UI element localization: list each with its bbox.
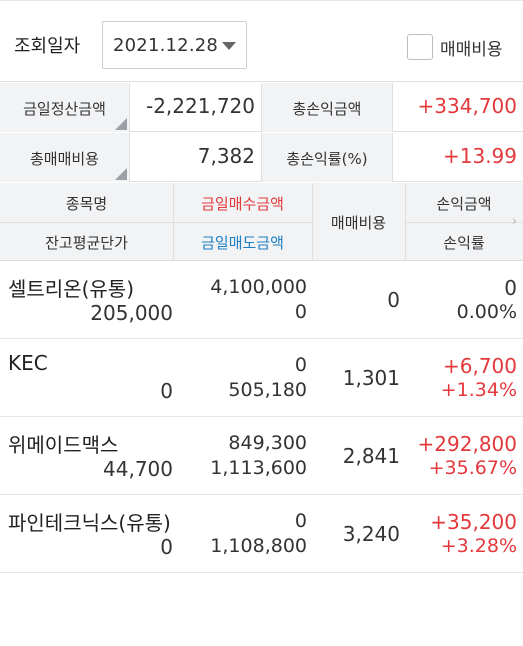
pl-amount: +35,200 [430, 510, 517, 534]
buy-amount: 4,100,000 [210, 276, 307, 298]
buy-amount: 0 [294, 510, 307, 532]
sell-amount: 1,113,600 [210, 457, 307, 479]
corner-triangle-icon [115, 168, 127, 180]
fee-value: 1,301 [342, 366, 400, 390]
header-today-buy[interactable]: 금일매수금액 [201, 195, 284, 213]
sell-amount: 1,108,800 [210, 535, 307, 557]
total-fee-header[interactable]: 총매매비용 [0, 133, 130, 182]
table-row[interactable]: KEC 0 0 505,180 1,301 +6,700 +1.34% [0, 339, 523, 417]
total-pl-rate-value: +13.99 [442, 144, 517, 168]
table-header: 종목명 금일매수금액 매매비용 손익금액 잔고평균단가 금일매도금액 손익률 › [0, 183, 523, 261]
avg-price: 0 [160, 535, 173, 559]
header-fee[interactable]: 매매비용 [330, 214, 387, 232]
header-stock-name[interactable]: 종목명 [65, 195, 108, 213]
header-pl-amount[interactable]: 손익금액 [436, 195, 492, 213]
fee-value: 0 [387, 288, 400, 312]
fee-value: 3,240 [342, 522, 400, 546]
filter-bar: 조회일자 2021.12.28 매매비용 [0, 4, 523, 82]
pl-rate: +1.34% [440, 379, 517, 401]
divider [0, 222, 312, 223]
stock-name: 파인테크닉스(유통) [8, 511, 171, 535]
header-pl-rate[interactable]: 손익률 [443, 234, 485, 252]
pl-rate: +35.67% [428, 457, 517, 479]
corner-triangle-icon [115, 118, 127, 130]
header-today-sell[interactable]: 금일매도금액 [201, 234, 284, 252]
summary-row-2: 총매매비용 7,382 총손익률(%) +13.99 [0, 133, 523, 182]
stock-name: KEC [8, 351, 48, 375]
total-pl-rate-label: 총손익률(%) [286, 150, 368, 168]
fee-value: 2,841 [342, 444, 400, 468]
pl-rate: +3.28% [440, 535, 517, 557]
pl-rate: 0.00% [456, 301, 517, 323]
pl-amount: +6,700 [442, 354, 517, 378]
total-pl-rate-cell: +13.99 [393, 133, 523, 182]
total-pl-value: +334,700 [417, 94, 517, 118]
chevron-right-icon[interactable]: › [511, 214, 517, 229]
stock-name: 셀트리온(유통) [8, 277, 135, 301]
avg-price: 44,700 [103, 457, 173, 481]
table-row[interactable]: 파인테크닉스(유통) 0 0 1,108,800 3,240 +35,200 +… [0, 495, 523, 573]
fee-checkbox-label[interactable]: 매매비용 [440, 40, 503, 60]
query-date-label: 조회일자 [14, 36, 81, 57]
divider [312, 183, 313, 261]
buy-amount: 849,300 [228, 432, 307, 454]
total-fee-value: 7,382 [197, 144, 255, 168]
today-settlement-value: -2,221,720 [145, 94, 255, 118]
total-pl-rate-header: 총손익률(%) [262, 133, 393, 182]
top-divider [0, 0, 523, 4]
avg-price: 0 [160, 379, 173, 403]
table-row[interactable]: 셀트리온(유통) 205,000 4,100,000 0 0 0 0.00% [0, 261, 523, 339]
today-settlement-header[interactable]: 금일정산금액 [0, 83, 130, 132]
today-settlement-cell: -2,221,720 [130, 83, 262, 132]
sell-amount: 505,180 [228, 379, 307, 401]
total-fee-cell: 7,382 [130, 133, 262, 182]
total-pl-header: 총손익금액 [262, 83, 393, 132]
sell-amount: 0 [294, 301, 307, 323]
header-avg-price[interactable]: 잔고평균단가 [45, 234, 128, 252]
divider [405, 222, 523, 223]
pl-amount: 0 [504, 276, 517, 300]
buy-amount: 0 [294, 354, 307, 376]
avg-price: 205,000 [90, 301, 173, 325]
fee-checkbox[interactable] [407, 34, 433, 60]
total-fee-label: 총매매비용 [29, 150, 99, 168]
date-select[interactable]: 2021.12.28 [102, 21, 247, 69]
summary-row-1: 금일정산금액 -2,221,720 총손익금액 +334,700 [0, 83, 523, 132]
pl-amount: +292,800 [417, 432, 517, 456]
stock-name: 위메이드맥스 [8, 433, 119, 457]
total-pl-label: 총손익금액 [292, 100, 362, 118]
chevron-down-icon [222, 42, 236, 50]
date-value: 2021.12.28 [113, 35, 219, 56]
table-row[interactable]: 위메이드맥스 44,700 849,300 1,113,600 2,841 +2… [0, 417, 523, 495]
today-settlement-label: 금일정산금액 [23, 100, 106, 118]
total-pl-cell: +334,700 [393, 83, 523, 132]
